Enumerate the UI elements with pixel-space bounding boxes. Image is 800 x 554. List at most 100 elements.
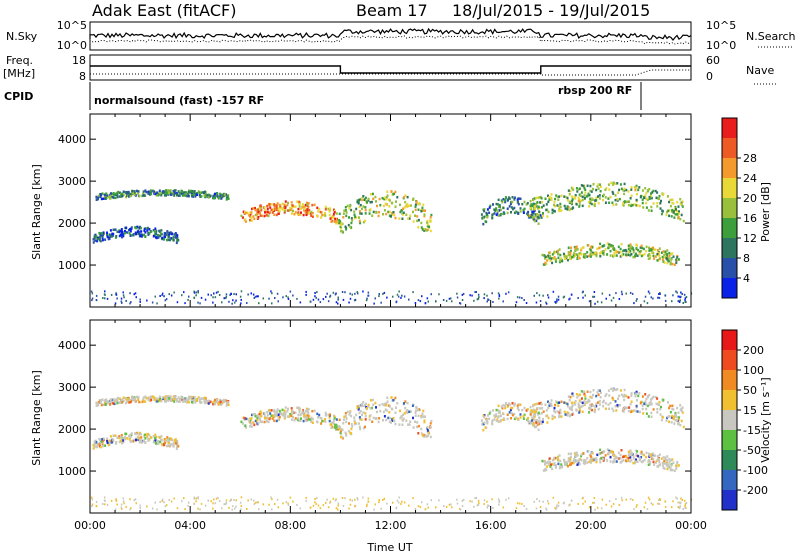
velocity-cb-tick-label: -15 xyxy=(743,424,761,437)
velocity-echo-cell xyxy=(137,396,140,400)
power-echo-cell xyxy=(378,211,381,214)
velocity-echo-cell xyxy=(683,499,686,502)
velocity-echo-cell xyxy=(400,415,403,418)
velocity-echo-cell xyxy=(252,499,255,502)
power-echo-cell xyxy=(191,189,194,193)
velocity-echo-cell xyxy=(155,442,157,445)
power-echo-cell xyxy=(616,182,619,185)
velocity-echo-cell xyxy=(545,461,548,465)
power-echo-cell xyxy=(540,216,543,219)
power-echo-cell xyxy=(332,291,335,294)
velocity-echo-cell xyxy=(181,398,184,402)
velocity-echo-cell xyxy=(109,441,112,444)
power-echo-cell xyxy=(204,192,207,196)
velocity-echo-cell xyxy=(548,457,551,460)
velocity-echo-cell xyxy=(101,441,104,444)
power-echo-cell xyxy=(595,198,598,202)
velocity-echo-cell xyxy=(207,499,209,502)
power-echo-cell xyxy=(306,204,309,207)
velocity-echo-cell xyxy=(324,418,326,421)
power-echo-cell xyxy=(257,295,259,298)
power-echo-cell xyxy=(629,243,632,246)
velocity-echo-cell xyxy=(251,413,253,417)
power-echo-cell xyxy=(548,256,551,260)
velocity-echo-cell xyxy=(430,499,432,502)
power-echo-cell xyxy=(681,200,684,203)
velocity-echo-cell xyxy=(116,436,119,439)
velocity-echo-cell xyxy=(173,400,176,403)
velocity-echo-cell xyxy=(424,508,427,511)
velocity-echo-cell xyxy=(375,406,377,409)
power-echo-cell xyxy=(649,256,651,260)
power-echo-cell xyxy=(271,302,273,305)
velocity-echo-cell xyxy=(338,418,341,422)
power-echo-cell xyxy=(183,291,185,294)
velocity-echo-cell xyxy=(388,405,391,408)
freq-frame xyxy=(89,54,692,81)
velocity-echo-cell xyxy=(620,460,623,463)
power-echo-cell xyxy=(102,231,105,234)
power-echo-cell xyxy=(230,293,232,295)
power-echo-cell xyxy=(335,221,338,225)
velocity-echo-cell xyxy=(517,408,520,412)
velocity-echo-cell xyxy=(552,496,555,499)
velocity-echo-cell xyxy=(532,404,535,408)
velocity-echo-cell xyxy=(398,423,401,426)
velocity-echo-cell xyxy=(535,507,538,510)
velocity-color-block xyxy=(722,370,737,391)
power-echo-cell xyxy=(610,244,613,247)
power-echo-cell xyxy=(613,248,616,251)
power-echo-cell xyxy=(339,225,342,228)
power-echo-cell xyxy=(362,290,364,293)
velocity-echo-cell xyxy=(618,394,621,398)
velocity-frame xyxy=(89,319,692,514)
power-echo-cell xyxy=(577,188,580,191)
velocity-echo-cell xyxy=(329,501,331,504)
power-echo-cell xyxy=(498,295,501,298)
power-echo-cell xyxy=(143,227,146,231)
power-echo-cell xyxy=(422,203,425,207)
velocity-echo-cell xyxy=(375,417,378,420)
power-echo-cell xyxy=(95,195,98,199)
power-echo-cell xyxy=(539,300,542,302)
power-echo-cell xyxy=(666,258,669,261)
velocity-echo-cell xyxy=(140,441,143,444)
velocity-echo-cell xyxy=(257,422,260,425)
velocity-echo-cell xyxy=(114,508,117,511)
power-echo-cell xyxy=(119,233,122,237)
velocity-echo-cell xyxy=(639,459,642,462)
power-echo-cell xyxy=(586,194,589,198)
power-echo-cell xyxy=(596,300,599,303)
velocity-echo-cell xyxy=(99,445,102,449)
velocity-echo-cell xyxy=(516,404,519,407)
velocity-echo-cell xyxy=(280,413,283,416)
velocity-echo-cell xyxy=(634,394,637,398)
velocity-echo-cell xyxy=(589,461,592,464)
velocity-echo-cell xyxy=(515,507,518,510)
velocity-echo-cell xyxy=(176,507,179,510)
power-echo-cell xyxy=(666,210,669,214)
power-echo-cell xyxy=(96,238,99,241)
velocity-echo-cell xyxy=(109,403,111,406)
power-echo-cell xyxy=(655,196,658,200)
velocity-echo-cell xyxy=(420,427,423,431)
velocity-echo-cell xyxy=(550,399,553,402)
velocity-echo-cell xyxy=(666,458,669,462)
power-echo-cell xyxy=(517,202,520,206)
power-echo-cell xyxy=(411,198,414,201)
power-echo-cell xyxy=(337,220,340,223)
velocity-echo-cell xyxy=(169,399,172,402)
freq-tick-top: 18 xyxy=(72,54,86,67)
velocity-echo-cell xyxy=(570,499,573,502)
velocity-echo-cell xyxy=(250,417,253,420)
velocity-echo-cell xyxy=(212,502,214,505)
power-echo-cell xyxy=(370,200,373,204)
velocity-echo-cell xyxy=(545,508,548,511)
power-echo-cell xyxy=(652,297,654,300)
velocity-echo-cell xyxy=(275,410,278,413)
velocity-echo-cell xyxy=(146,505,148,508)
velocity-echo-cell xyxy=(586,400,589,404)
velocity-echo-cell xyxy=(677,411,680,414)
power-ytick-label: 2000 xyxy=(58,217,86,230)
power-echo-cell xyxy=(675,258,678,261)
